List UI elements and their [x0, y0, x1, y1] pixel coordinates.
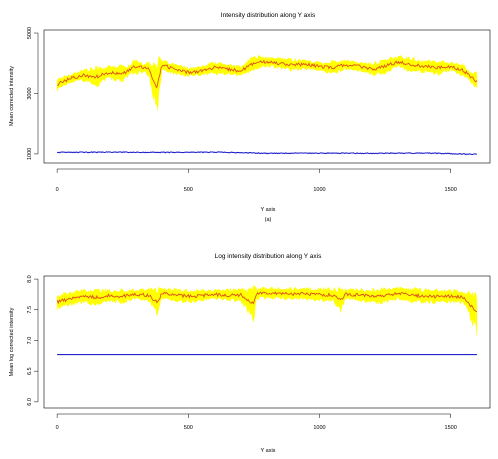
log-intensity-chart-panel: Log intensity distribution along Y axis …	[9, 253, 491, 454]
variability-band	[56, 55, 478, 111]
y-tick-label: 7.5	[27, 306, 33, 314]
mean-intensity-line	[56, 291, 478, 313]
plot-area	[56, 284, 478, 356]
x-tick-label: 500	[184, 425, 193, 431]
y-tick-label: 5000	[27, 27, 33, 39]
x-tick-label: 1000	[313, 187, 325, 193]
variability-band	[56, 284, 478, 336]
y-axis-label: Mean corrected intensity	[9, 66, 15, 126]
intensity-chart-panel: Intensity distribution along Y axis 0 500…	[9, 12, 491, 223]
y-axis: 1000 3000 5000	[27, 27, 39, 160]
x-axis: 0 500 1000 1500	[56, 413, 457, 431]
plot-frame	[43, 29, 491, 164]
panel-caption: (a)	[265, 217, 272, 223]
x-tick-label: 0	[56, 425, 59, 431]
y-tick-label: 3000	[27, 87, 33, 99]
y-tick-label: 6.5	[27, 367, 33, 375]
x-tick-label: 0	[56, 187, 59, 193]
baseline-line	[57, 151, 478, 156]
y-tick-label: 6.0	[27, 398, 33, 406]
x-axis: 0 500 1000 1500	[56, 168, 457, 193]
y-axis: 6.0 6.5 7.0 7.5 8.0	[27, 275, 39, 406]
plot-area	[56, 55, 478, 156]
y-tick-label: 8.0	[27, 275, 33, 283]
y-tick-label: 7.0	[27, 337, 33, 345]
x-tick-label: 1000	[313, 425, 325, 431]
y-tick-label: 1000	[27, 148, 33, 160]
x-tick-label: 500	[184, 187, 193, 193]
x-axis-label: Y axis	[261, 207, 276, 213]
x-tick-label: 1500	[445, 425, 457, 431]
mean-intensity-line	[56, 59, 478, 89]
plot-frame	[43, 275, 491, 409]
chart-title: Log intensity distribution along Y axis	[215, 253, 322, 260]
x-axis-label: Y axis	[261, 448, 276, 454]
chart-title: Intensity distribution along Y axis	[221, 12, 316, 19]
x-tick-label: 1500	[445, 187, 457, 193]
y-axis-label: Mean log corrected intensity	[9, 307, 15, 376]
